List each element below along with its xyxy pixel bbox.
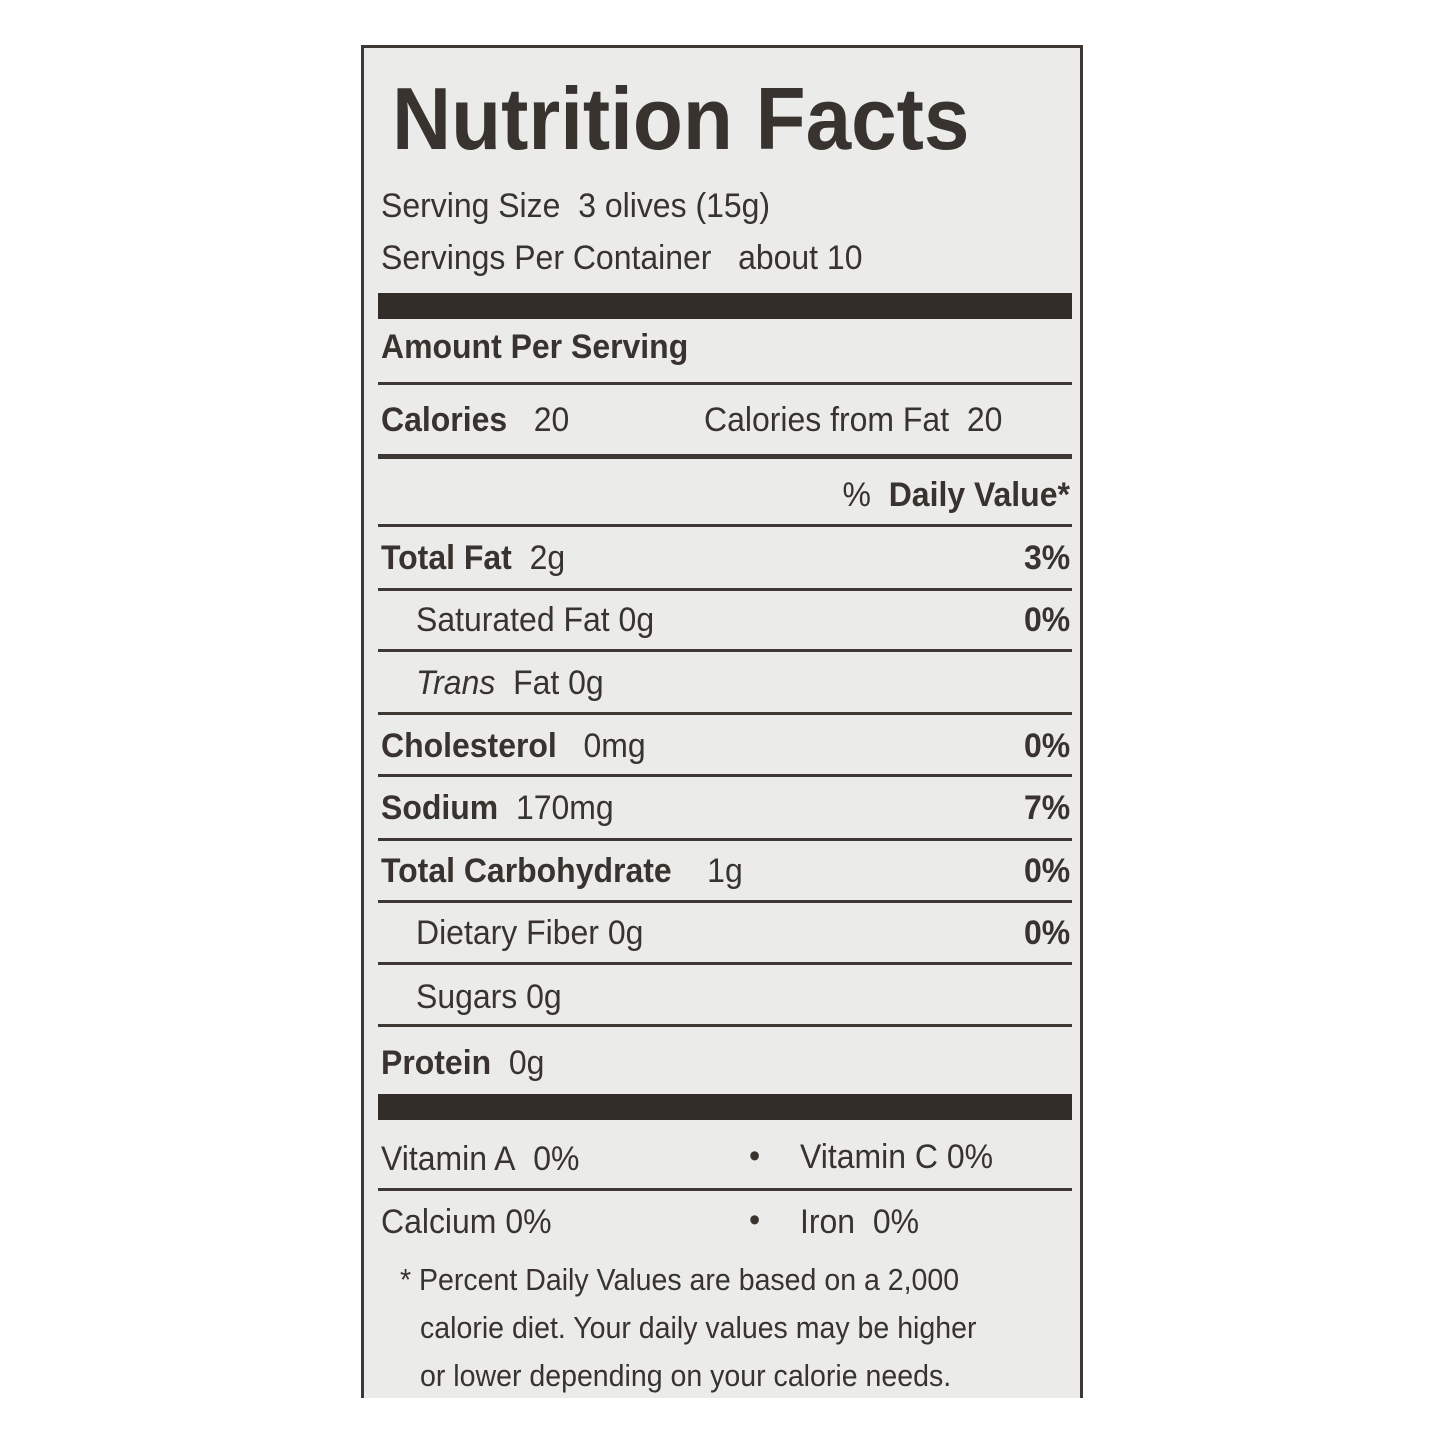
title: Nutrition Facts: [392, 69, 970, 168]
nutrient-label: Cholesterol: [381, 727, 557, 765]
nutrient-amount: 2g: [529, 539, 566, 577]
nutrient-dv: 0%: [1023, 601, 1070, 639]
vitamin-a: Vitamin A 0%: [381, 1139, 579, 1179]
servings-per-container-value: about 10: [738, 239, 863, 277]
vitamin-value: 0%: [946, 1138, 994, 1176]
vitamin-value: 0%: [505, 1203, 552, 1241]
vitamin-label: Iron: [800, 1203, 856, 1241]
nutrient-row-total-fat: Total Fat 2g: [381, 538, 565, 578]
nutrient-row-protein: Protein 0g: [381, 1043, 544, 1083]
daily-value-header: % Daily Value*: [843, 475, 1070, 515]
vitamin-label: Vitamin A: [381, 1140, 516, 1178]
amount-per-serving: Amount Per Serving: [381, 328, 689, 366]
calories-value: 20: [533, 401, 570, 439]
nutrient-row-saturated-fat: Saturated Fat 0g: [416, 600, 654, 640]
calcium: Calcium 0%: [381, 1202, 552, 1242]
nutrient-row-cholesterol: Cholesterol 0mg: [381, 726, 646, 766]
divider: [378, 588, 1072, 591]
nutrient-row-sodium: Sodium 170mg: [381, 788, 614, 828]
divider: [378, 649, 1072, 652]
nutrient-dv: 0%: [1023, 727, 1070, 765]
nutrient-label: Fat: [513, 664, 560, 702]
nutrient-amount: 0g: [526, 978, 562, 1016]
nutrient-amount: 1g: [707, 852, 743, 890]
divider: [378, 524, 1072, 527]
nutrient-amount: 0g: [607, 914, 644, 952]
nutrient-amount: 0g: [568, 664, 604, 702]
nutrient-label: Protein: [381, 1044, 492, 1082]
serving-size-label: Serving Size: [381, 187, 561, 225]
calories-from-fat-value: 20: [966, 401, 1003, 439]
divider: [378, 1024, 1072, 1027]
nutrient-label: Dietary Fiber: [416, 914, 599, 952]
serving-size: Serving Size 3 olives (15g): [381, 186, 770, 226]
vitamin-c: Vitamin C 0%: [800, 1137, 993, 1177]
thick-divider: [378, 1094, 1072, 1120]
vitamin-label: Vitamin C: [800, 1138, 938, 1176]
servings-per-container-label: Servings Per Container: [381, 239, 712, 277]
nutrient-label: Saturated Fat: [416, 601, 610, 639]
divider: [378, 712, 1072, 715]
divider: [378, 1188, 1072, 1191]
divider: [378, 382, 1072, 385]
vitamin-value: 0%: [533, 1140, 580, 1178]
nutrient-label: Sodium: [381, 789, 499, 827]
calories-from-fat-label: Calories from Fat: [704, 401, 950, 439]
divider: [378, 900, 1072, 903]
nutrient-dv: 0%: [1023, 852, 1070, 890]
nutrient-amount: 0g: [508, 1044, 545, 1082]
thick-divider: [378, 293, 1072, 319]
nutrition-facts-label: Nutrition Facts Serving Size 3 olives (1…: [361, 45, 1083, 1398]
nutrient-dv: 0%: [1023, 914, 1070, 952]
serving-size-value: 3 olives (15g): [578, 187, 771, 225]
nutrient-label-italic: Trans: [416, 664, 496, 702]
footnote-line: * Percent Daily Values are based on a 2,…: [400, 1262, 960, 1297]
percent-sign: %: [842, 476, 872, 514]
iron: Iron 0%: [800, 1202, 919, 1242]
nutrient-label: Total Carbohydrate: [381, 852, 672, 890]
medium-divider: [378, 454, 1072, 459]
vitamin-label: Calcium: [381, 1203, 497, 1241]
nutrient-row-dietary-fiber: Dietary Fiber 0g: [416, 913, 643, 953]
nutrient-row-sugars: Sugars 0g: [416, 977, 562, 1017]
nutrient-label: Sugars: [416, 978, 518, 1016]
footnote-line: calorie diet. Your daily values may be h…: [420, 1310, 977, 1345]
nutrient-dv: 7%: [1023, 789, 1070, 827]
daily-value-label: Daily Value*: [888, 476, 1070, 514]
servings-per-container: Servings Per Container about 10: [381, 238, 862, 278]
divider: [378, 774, 1072, 777]
divider: [378, 838, 1072, 841]
nutrient-amount: 170mg: [515, 789, 614, 827]
calories-from-fat: Calories from Fat 20: [704, 400, 1002, 440]
nutrient-amount: 0g: [618, 601, 655, 639]
nutrient-row-total-carbohydrate: Total Carbohydrate 1g: [381, 851, 743, 891]
divider: [378, 962, 1072, 965]
vitamin-value: 0%: [872, 1203, 920, 1241]
nutrient-dv: 3%: [1023, 539, 1070, 577]
nutrient-row-trans-fat: Trans Fat 0g: [416, 663, 604, 703]
nutrient-amount: 0mg: [583, 727, 646, 765]
bullet: •: [749, 1137, 761, 1175]
bullet: •: [749, 1201, 761, 1239]
calories-row: Calories 20: [381, 400, 569, 440]
nutrient-label: Total Fat: [381, 539, 512, 577]
calories-label: Calories: [381, 401, 508, 439]
footnote-line: or lower depending on your calorie needs…: [420, 1358, 952, 1393]
